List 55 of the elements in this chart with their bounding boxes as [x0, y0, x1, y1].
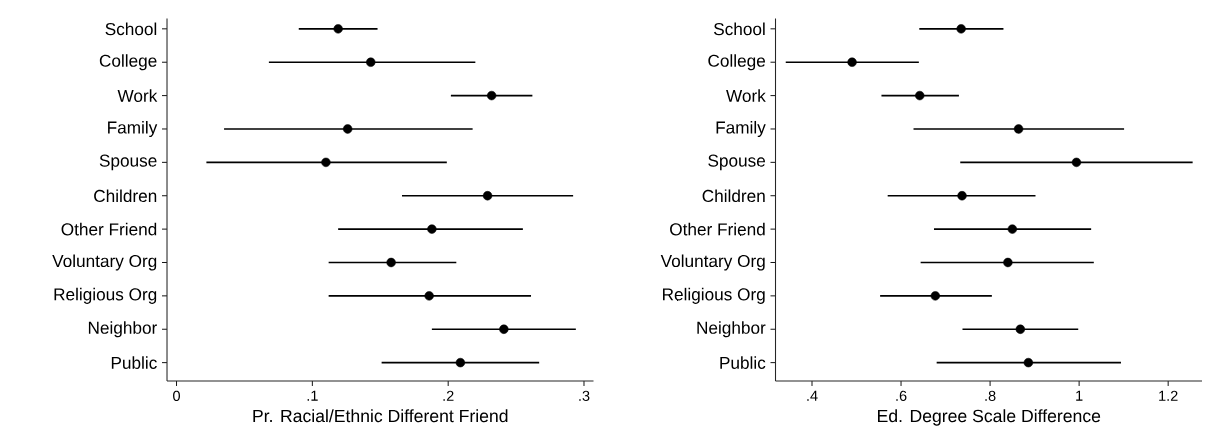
point: [957, 191, 967, 201]
x-tick-label: .8: [985, 390, 996, 401]
x-tick-label: 0: [173, 390, 180, 401]
y-tick-label: Children: [702, 189, 765, 203]
x-tick-label: .2: [443, 390, 454, 401]
x-tick-label: .3: [579, 390, 590, 401]
y-tick-label: Spouse: [99, 154, 157, 171]
x-tick-label: .6: [896, 390, 907, 401]
y-tick-label: Other Friend: [61, 222, 157, 236]
y-tick-label: Family: [716, 120, 766, 137]
y-tick-label: College: [99, 54, 157, 71]
y-tick-label: Religious Org: [663, 287, 765, 304]
y-tick-label: Voluntary Org: [660, 254, 765, 271]
y-tick-label: Voluntary Org: [52, 254, 157, 271]
point: [424, 291, 434, 301]
point: [1071, 157, 1082, 168]
point: [1003, 257, 1013, 268]
x-tick-label: .4: [807, 390, 818, 401]
point: [427, 224, 437, 234]
y-tick-label: Work: [726, 89, 766, 102]
y-tick-label: Neighbor: [88, 321, 157, 338]
point: [499, 324, 509, 334]
point: [847, 57, 857, 67]
point: [482, 191, 493, 201]
point: [1023, 357, 1034, 368]
point: [1007, 224, 1018, 234]
y-tick-label: School: [105, 22, 157, 36]
y-tick-label: Public: [111, 356, 157, 369]
y-tick-label: Family: [108, 120, 158, 137]
x-axis-title: Pr. Racial/Ethnic Different Friend: [253, 409, 508, 423]
x-tick-label: 1: [1076, 390, 1083, 401]
point: [956, 24, 966, 34]
y-tick-label: Spouse: [708, 154, 766, 171]
y-tick-label: Children: [94, 189, 157, 203]
point: [930, 291, 940, 301]
point: [915, 90, 925, 101]
y-tick-label: Work: [117, 89, 158, 102]
point: [486, 90, 497, 101]
x-axis-title: Ed. Degree Scale Difference: [878, 409, 1101, 426]
point: [1013, 124, 1024, 134]
point: [333, 24, 343, 34]
y-tick-label: Neighbor: [697, 321, 766, 338]
point: [455, 357, 466, 368]
y-tick-label: Religious Org: [54, 287, 157, 304]
y-tick-label: Public: [720, 356, 766, 369]
point: [366, 57, 376, 67]
point: [1015, 324, 1026, 334]
y-tick-label: College: [708, 54, 766, 71]
y-tick-label: Other Friend: [670, 222, 765, 236]
point: [386, 257, 396, 268]
y-tick-label: School: [713, 22, 765, 36]
point: [342, 124, 353, 134]
point: [321, 157, 331, 168]
x-tick-label: 1.2: [1159, 390, 1178, 401]
x-tick-label: .1: [307, 390, 318, 401]
